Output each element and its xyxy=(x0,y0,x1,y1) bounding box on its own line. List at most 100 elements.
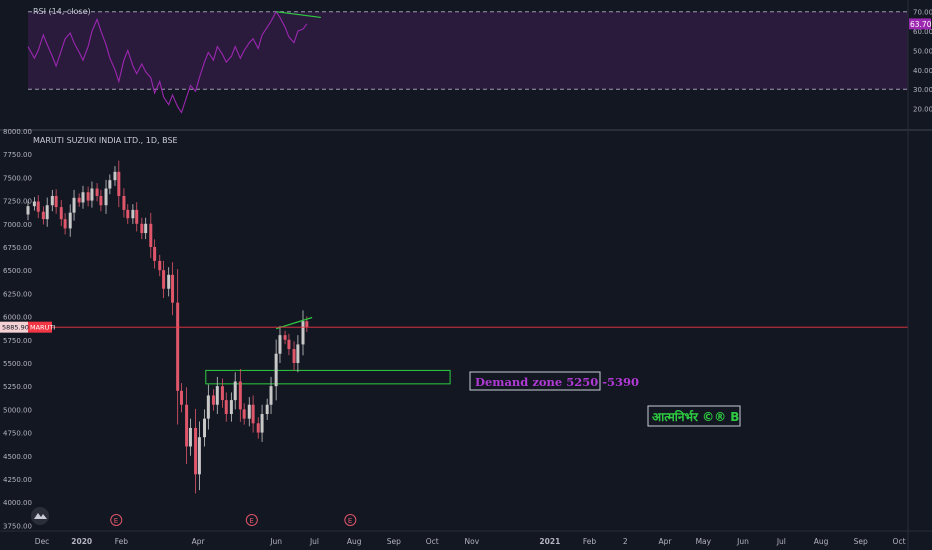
candle xyxy=(197,437,201,475)
candle xyxy=(144,223,148,234)
price-tick-label: 5250.00 xyxy=(3,383,32,391)
candle xyxy=(104,188,108,206)
x-tick-label: Feb xyxy=(583,537,597,546)
price-tick-label: 5000.00 xyxy=(3,406,32,414)
earnings-marker-circle xyxy=(245,514,258,526)
demand-zone-text: Demand zone 5250 -5390 xyxy=(475,375,639,389)
x-tick-label: 2 xyxy=(623,537,628,546)
candle xyxy=(36,201,40,212)
candle xyxy=(41,211,45,220)
x-tick-label: 2021 xyxy=(539,537,560,546)
x-tick-label: Sep xyxy=(854,537,868,546)
candle xyxy=(176,302,180,391)
current-price-value: 5885.90 xyxy=(2,324,29,332)
rsi-line xyxy=(27,10,308,114)
price-tick-label: 5750.00 xyxy=(3,337,32,345)
candle xyxy=(179,390,183,405)
candle xyxy=(117,171,121,196)
candle xyxy=(188,427,192,447)
rsi-tick-label: 40.00 xyxy=(913,67,932,75)
candle xyxy=(99,195,103,206)
x-tick-label: Jun xyxy=(269,537,282,546)
rsi-trendline[interactable] xyxy=(276,11,321,19)
candle xyxy=(260,414,264,433)
price-tick-label: 7250.00 xyxy=(3,198,32,206)
candle xyxy=(224,400,228,415)
rsi-tick-label: 70.00 xyxy=(913,9,932,17)
signature-label: आत्मनिर्भर ©® B xyxy=(647,405,741,427)
candle xyxy=(256,423,260,433)
candle xyxy=(149,223,153,247)
candle xyxy=(63,219,67,229)
candle xyxy=(247,404,251,419)
candle xyxy=(238,381,242,410)
x-tick-label: Oct xyxy=(893,537,906,546)
x-tick-label: Jul xyxy=(776,537,786,546)
x-tick-label: May xyxy=(696,537,712,546)
candle xyxy=(265,404,269,415)
rsi-current-badge: 63.70 xyxy=(909,18,932,30)
candle xyxy=(269,386,273,405)
candle xyxy=(305,321,309,328)
candle xyxy=(153,246,157,261)
candle xyxy=(59,207,63,220)
rsi-tick-label: 30.00 xyxy=(913,86,932,94)
candle xyxy=(185,404,189,447)
current-price-badge: MARUTI 5885.90 xyxy=(0,321,55,333)
x-axis[interactable]: Dec 2020 Feb Apr Jun Jul Aug Sep Oct Nov 2021 Feb 2 A… xyxy=(35,537,906,546)
x-tick-label: Apr xyxy=(192,537,206,546)
rsi-tick-label: 50.00 xyxy=(913,47,932,55)
candle xyxy=(26,206,30,215)
x-tick-label: Aug xyxy=(814,537,829,546)
candle xyxy=(122,195,126,210)
price-tick-label: 5500.00 xyxy=(3,360,32,368)
rsi-current-value: 63.70 xyxy=(910,20,932,29)
candle xyxy=(287,339,291,350)
price-tick-label: 6500.00 xyxy=(3,267,32,275)
demand-zone-box[interactable] xyxy=(205,369,451,385)
candles xyxy=(26,160,309,494)
rsi-tick-label: 60.00 xyxy=(913,28,932,36)
tradingview-logo[interactable] xyxy=(31,507,49,525)
candle xyxy=(108,180,112,189)
price-tick-label: 7000.00 xyxy=(3,221,32,229)
candle xyxy=(95,188,99,196)
candle xyxy=(140,223,144,234)
earnings-marker-label: E xyxy=(249,517,253,525)
candle xyxy=(113,171,117,181)
price-tick-label: 4250.00 xyxy=(3,476,32,484)
x-tick-label: Sep xyxy=(387,537,401,546)
rsi-y-axis[interactable]: 70.00 60.00 50.00 40.00 30.00 20.00 xyxy=(913,9,932,114)
price-tick-label: 4750.00 xyxy=(3,430,32,438)
candle xyxy=(86,192,90,201)
candle xyxy=(32,201,36,207)
candle xyxy=(77,197,81,203)
candle xyxy=(251,404,255,424)
candle xyxy=(72,197,76,213)
candle xyxy=(211,395,215,405)
candle xyxy=(283,335,287,340)
price-tick-label: 6000.00 xyxy=(3,314,32,322)
rsi-band xyxy=(28,11,908,90)
candle xyxy=(90,188,94,201)
earnings-marker-circle xyxy=(110,514,123,526)
price-tick-label: 3750.00 xyxy=(3,522,32,530)
price-y-axis[interactable]: 8000.00 7750.00 7500.00 7250.00 7000.00 6750.… xyxy=(3,128,32,530)
candle xyxy=(135,209,139,224)
candle xyxy=(194,427,198,475)
price-pane: MARUTI SUZUKI INDIA LTD., 1D, BSE 8000.0… xyxy=(0,128,908,530)
price-tick-label: 4500.00 xyxy=(3,453,32,461)
rsi-tick-label: 20.00 xyxy=(913,106,932,114)
earnings-marker-label: E xyxy=(114,517,118,525)
x-tick-label: Jun xyxy=(736,537,749,546)
candle xyxy=(50,195,54,206)
candle xyxy=(242,409,246,419)
x-tick-label: Jul xyxy=(309,537,319,546)
candle xyxy=(81,192,85,203)
candle xyxy=(292,349,296,363)
candle xyxy=(274,353,278,387)
candle xyxy=(45,205,49,220)
x-tick-label: Dec xyxy=(35,537,50,546)
